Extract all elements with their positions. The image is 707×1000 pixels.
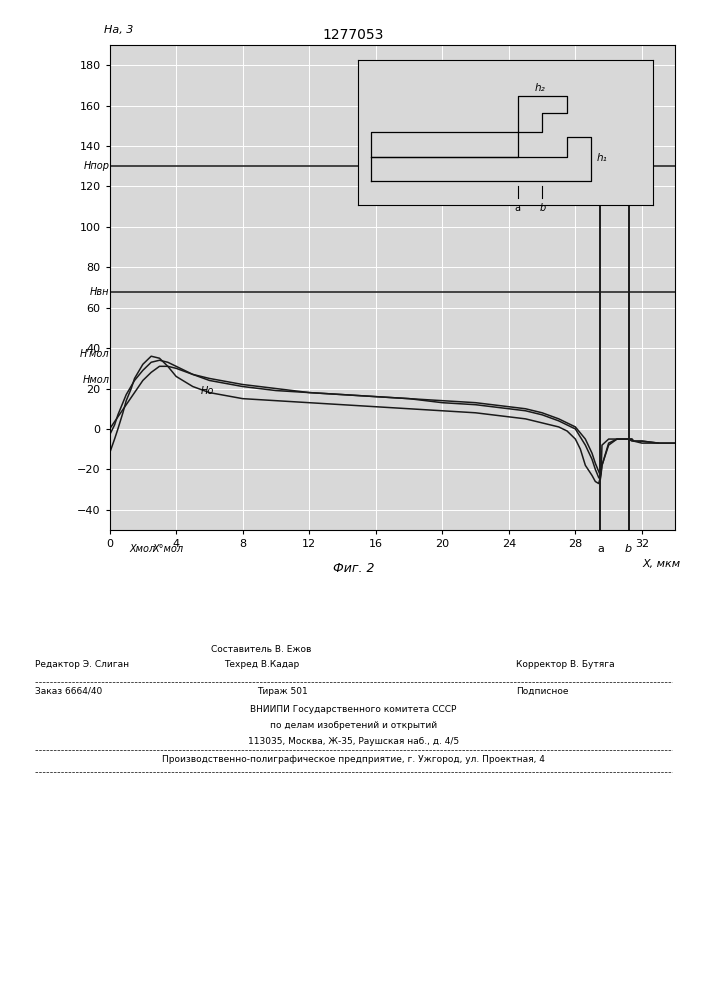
Text: 1277053: 1277053 (323, 28, 384, 42)
Text: Фиг. 2: Фиг. 2 (333, 562, 374, 575)
Text: X°мол: X°мол (152, 544, 183, 554)
Text: Xмол: Xмол (129, 544, 156, 554)
Text: Заказ 6664/40: Заказ 6664/40 (35, 687, 103, 696)
Text: ВНИИПИ Государственного комитета СССР: ВНИИПИ Государственного комитета СССР (250, 705, 457, 714)
Text: b: b (625, 544, 632, 554)
Text: Нa, 3: Нa, 3 (104, 25, 134, 35)
Text: Нвн: Нвн (90, 287, 110, 297)
Text: 113035, Москва, Ж-35, Раушская наб., д. 4/5: 113035, Москва, Ж-35, Раушская наб., д. … (248, 737, 459, 746)
Text: Нпор: Нпор (83, 161, 110, 171)
Text: по делам изобретений и открытий: по делам изобретений и открытий (270, 721, 437, 730)
Text: Корректор В. Бутяга: Корректор В. Бутяга (516, 660, 614, 669)
Text: Техред В.Кадар: Техред В.Кадар (224, 660, 299, 669)
Text: Нo: Нo (201, 386, 214, 396)
Text: Тираж 501: Тираж 501 (257, 687, 308, 696)
Text: a: a (597, 544, 604, 554)
Text: Н'мол: Н'мол (80, 349, 110, 359)
Text: X, мкм: X, мкм (643, 559, 681, 569)
Text: Подписное: Подписное (516, 687, 568, 696)
Text: Редактор Э. Слиган: Редактор Э. Слиган (35, 660, 129, 669)
Text: Производственно-полиграфическое предприятие, г. Ужгород, ул. Проектная, 4: Производственно-полиграфическое предприя… (162, 755, 545, 764)
Text: Нмол: Нмол (83, 375, 110, 385)
Text: Составитель В. Ежов: Составитель В. Ежов (211, 645, 312, 654)
